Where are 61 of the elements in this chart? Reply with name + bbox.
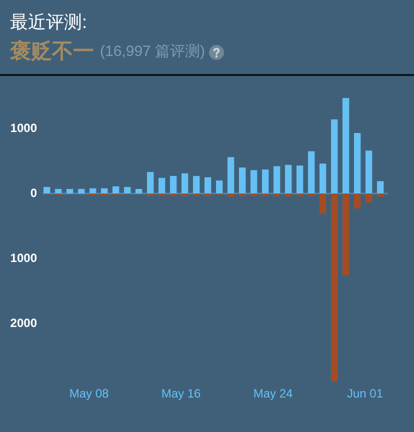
bar: [366, 194, 372, 203]
bar: [78, 188, 85, 194]
y-tick-label: 2000: [10, 316, 38, 330]
bar: [296, 194, 304, 196]
bar: [147, 194, 154, 196]
bar: [354, 133, 361, 194]
bar: [285, 194, 292, 197]
bar: [250, 170, 258, 194]
bar: [204, 194, 212, 196]
bar: [158, 194, 166, 196]
text: (16,997 篇评测): [100, 43, 206, 61]
bar: [228, 194, 234, 197]
bar: [342, 98, 350, 194]
bar: [124, 187, 131, 194]
x-tick-label: May 24: [253, 386, 293, 401]
bar: [112, 186, 120, 194]
bar: [262, 194, 269, 196]
bar: [250, 194, 258, 196]
bar: [170, 194, 177, 196]
bar: [262, 169, 269, 194]
bar: [136, 188, 142, 194]
bar: [239, 168, 246, 194]
bar: [366, 150, 372, 194]
x-tick-label: May 16: [161, 386, 201, 401]
bar: [182, 173, 188, 194]
bar: [228, 157, 234, 194]
chart-subtitle: 褒贬不一: [10, 40, 94, 64]
bar: [182, 194, 188, 196]
bar: [193, 194, 200, 196]
y-tick-label: 0: [30, 186, 38, 200]
bar: [147, 172, 154, 194]
bar: [320, 194, 326, 214]
bar: [55, 188, 62, 194]
bar: [204, 177, 212, 194]
bar: [331, 194, 338, 382]
bar: [170, 176, 177, 194]
bar: [331, 119, 338, 194]
bar: [66, 188, 74, 194]
y-tick-label: 1000: [10, 250, 38, 265]
bar: [320, 164, 326, 194]
x-tick-label: Jun 01: [346, 386, 384, 401]
bar: [101, 188, 108, 194]
bar: [354, 194, 361, 208]
bar: [274, 194, 280, 196]
bar: [274, 166, 280, 194]
bar: [342, 194, 350, 276]
bar: [308, 194, 315, 196]
bar: [44, 187, 50, 194]
bar: [239, 194, 246, 196]
bar: [158, 178, 166, 194]
bar: [285, 164, 292, 194]
y-tick-label: 1000: [10, 120, 38, 135]
bar: [377, 194, 384, 197]
bar: [377, 181, 384, 194]
bar: [90, 188, 96, 194]
bar: [193, 176, 200, 194]
x-tick-label: May 08: [69, 386, 109, 401]
bar: [308, 151, 315, 194]
bar: [216, 180, 223, 194]
chart-title: 最近评测:: [10, 11, 88, 33]
bar: [296, 166, 304, 194]
